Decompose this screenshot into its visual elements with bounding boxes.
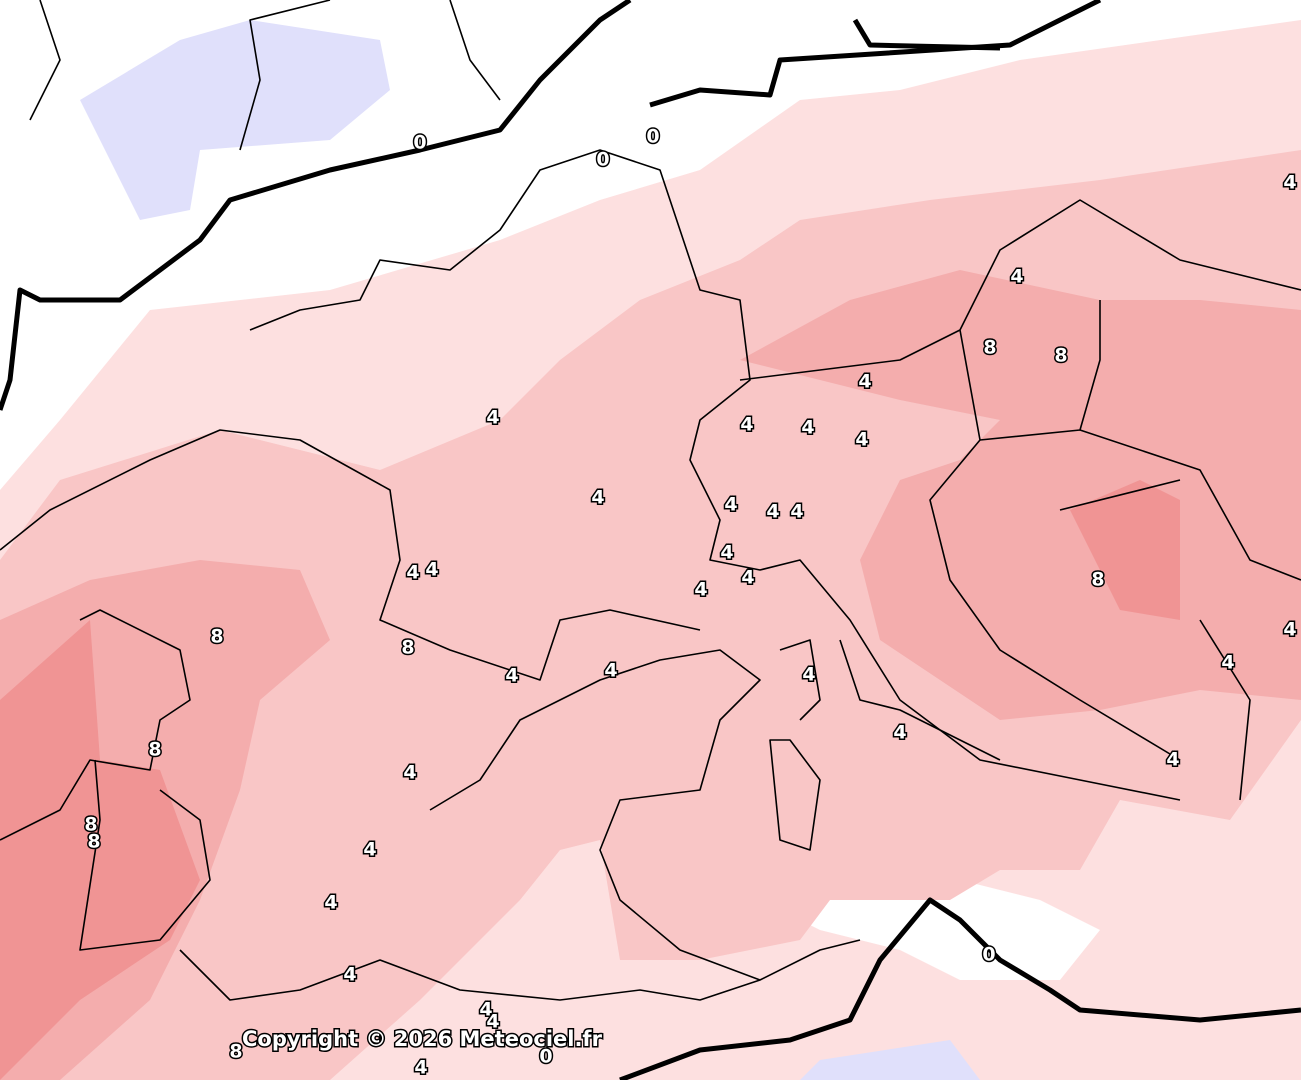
contour-label: 4 bbox=[855, 429, 868, 451]
field-deep-balkan bbox=[1070, 480, 1180, 620]
contour-label: 4 bbox=[740, 414, 753, 436]
contour-label: 4 bbox=[324, 892, 337, 914]
border bbox=[769, 639, 1001, 851]
border bbox=[739, 199, 1301, 801]
contour-label: 0 bbox=[413, 132, 426, 154]
contour-label: 4 bbox=[363, 839, 376, 861]
contour-label: 0 bbox=[646, 126, 659, 148]
contour-label: 8 bbox=[983, 337, 996, 359]
border bbox=[249, 149, 1181, 801]
coastline bbox=[0, 0, 632, 411]
coastline bbox=[852, 18, 1001, 51]
contour-label: 4 bbox=[694, 579, 707, 601]
contour-label: 4 bbox=[343, 964, 356, 986]
contour-label: 8 bbox=[210, 626, 223, 648]
anomaly-fields bbox=[0, 20, 1301, 1080]
contour-label: 8 bbox=[148, 739, 161, 761]
contour-label: 8 bbox=[229, 1041, 242, 1063]
contour-label: 8 bbox=[1091, 569, 1104, 591]
contour-label: 4 bbox=[720, 542, 733, 564]
contour-label: 4 bbox=[486, 1011, 499, 1033]
contour-label: 4 bbox=[766, 501, 779, 523]
contour-label: 4 bbox=[1283, 619, 1296, 641]
contour-label: 4 bbox=[1283, 172, 1296, 194]
contour-label: 0 bbox=[596, 149, 609, 171]
contour-label: 4 bbox=[591, 487, 604, 509]
contour-label: 4 bbox=[486, 407, 499, 429]
field-deep bbox=[0, 620, 200, 1080]
coastline bbox=[649, 0, 1102, 108]
contour-label: 4 bbox=[724, 494, 737, 516]
field-cold bbox=[80, 20, 390, 220]
border bbox=[29, 0, 501, 151]
contour-label: 8 bbox=[401, 637, 414, 659]
contour-label: 4 bbox=[790, 501, 803, 523]
contour-label: 4 bbox=[414, 1057, 427, 1079]
contour-label: 4 bbox=[741, 567, 754, 589]
contour-label: 4 bbox=[801, 417, 814, 439]
borders bbox=[0, 0, 1301, 1001]
contour-label: 4 bbox=[1166, 749, 1179, 771]
contour-label: 4 bbox=[1010, 266, 1023, 288]
contour-label: 4 bbox=[505, 665, 518, 687]
field-cold-south bbox=[800, 1040, 980, 1080]
border bbox=[179, 649, 861, 1001]
contour-label: 4 bbox=[406, 562, 419, 584]
contour-label: 4 bbox=[425, 559, 438, 581]
contour-label: 4 bbox=[479, 999, 492, 1021]
coastline bbox=[619, 897, 1301, 1080]
border bbox=[0, 429, 701, 681]
contour-label: 4 bbox=[1221, 652, 1234, 674]
contour-label: 0 bbox=[982, 944, 995, 966]
contour-label: 4 bbox=[802, 664, 815, 686]
border bbox=[0, 609, 191, 841]
border bbox=[79, 759, 211, 951]
contour-label: 4 bbox=[604, 660, 617, 682]
contour-label: 0 bbox=[539, 1046, 552, 1068]
contour-label: 4 bbox=[893, 722, 906, 744]
copyright: Copyright © 2026 Meteociel.fr bbox=[242, 1027, 603, 1051]
contour-label: 4 bbox=[858, 371, 871, 393]
contour-label: 8 bbox=[87, 831, 100, 853]
contour-label: 4 bbox=[403, 762, 416, 784]
contour-label: 8 bbox=[84, 814, 97, 836]
contour-label: 8 bbox=[1054, 345, 1067, 367]
